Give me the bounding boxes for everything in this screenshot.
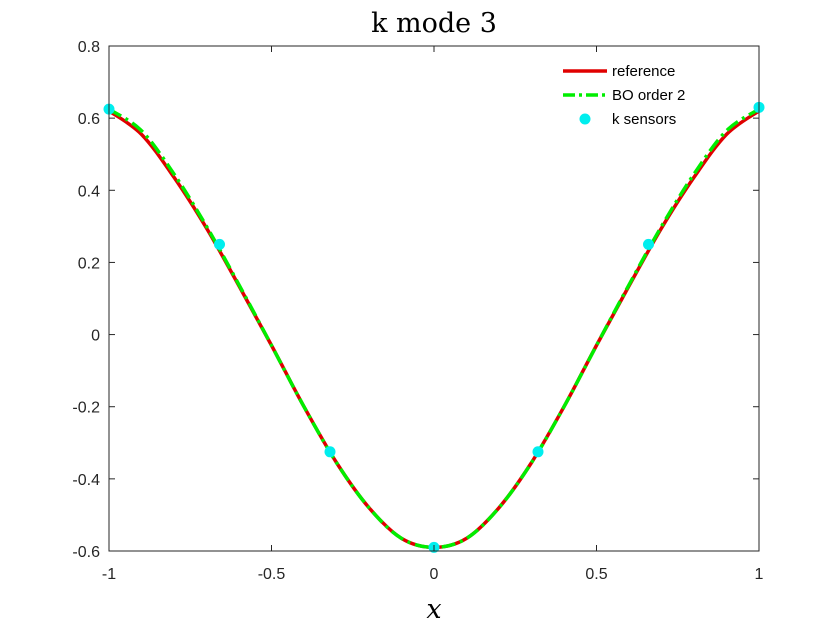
legend-label-reference: reference (612, 63, 675, 80)
y-tick-label: 0.4 (78, 183, 100, 200)
x-tick-label: 0.5 (585, 566, 607, 583)
y-tick-label: 0.6 (78, 111, 100, 128)
sensor-marker (532, 446, 544, 458)
y-tick-label: 0 (91, 328, 100, 345)
x-tick-label: -0.5 (258, 566, 286, 583)
x-tick-label: 0 (430, 566, 439, 583)
y-tick-label: -0.2 (72, 400, 100, 417)
y-tick-label: 0.8 (78, 39, 100, 56)
sensor-marker (643, 238, 654, 250)
sensor-marker (324, 446, 336, 458)
x-axis-label: x (426, 594, 441, 625)
sensor-marker (214, 238, 225, 250)
legend-marker-k-sensors (579, 113, 591, 125)
legend: reference BO order 2 k sensors (563, 63, 685, 128)
y-tick-label: 0.2 (78, 255, 100, 272)
y-tick-label: -0.4 (72, 472, 100, 489)
legend-label-bo-order-2: BO order 2 (612, 87, 685, 104)
legend-label-k-sensors: k sensors (612, 111, 676, 128)
ticks-group: -1 -0.5 0 0.5 1 -0.6 -0.4 -0.2 0 0.2 0.4 0.6 0.8 (72, 39, 763, 583)
chart-title: k mode 3 (371, 8, 497, 39)
x-tick-label: -1 (102, 566, 116, 583)
x-tick-label: 1 (755, 566, 764, 583)
y-tick-label: -0.6 (72, 544, 100, 561)
